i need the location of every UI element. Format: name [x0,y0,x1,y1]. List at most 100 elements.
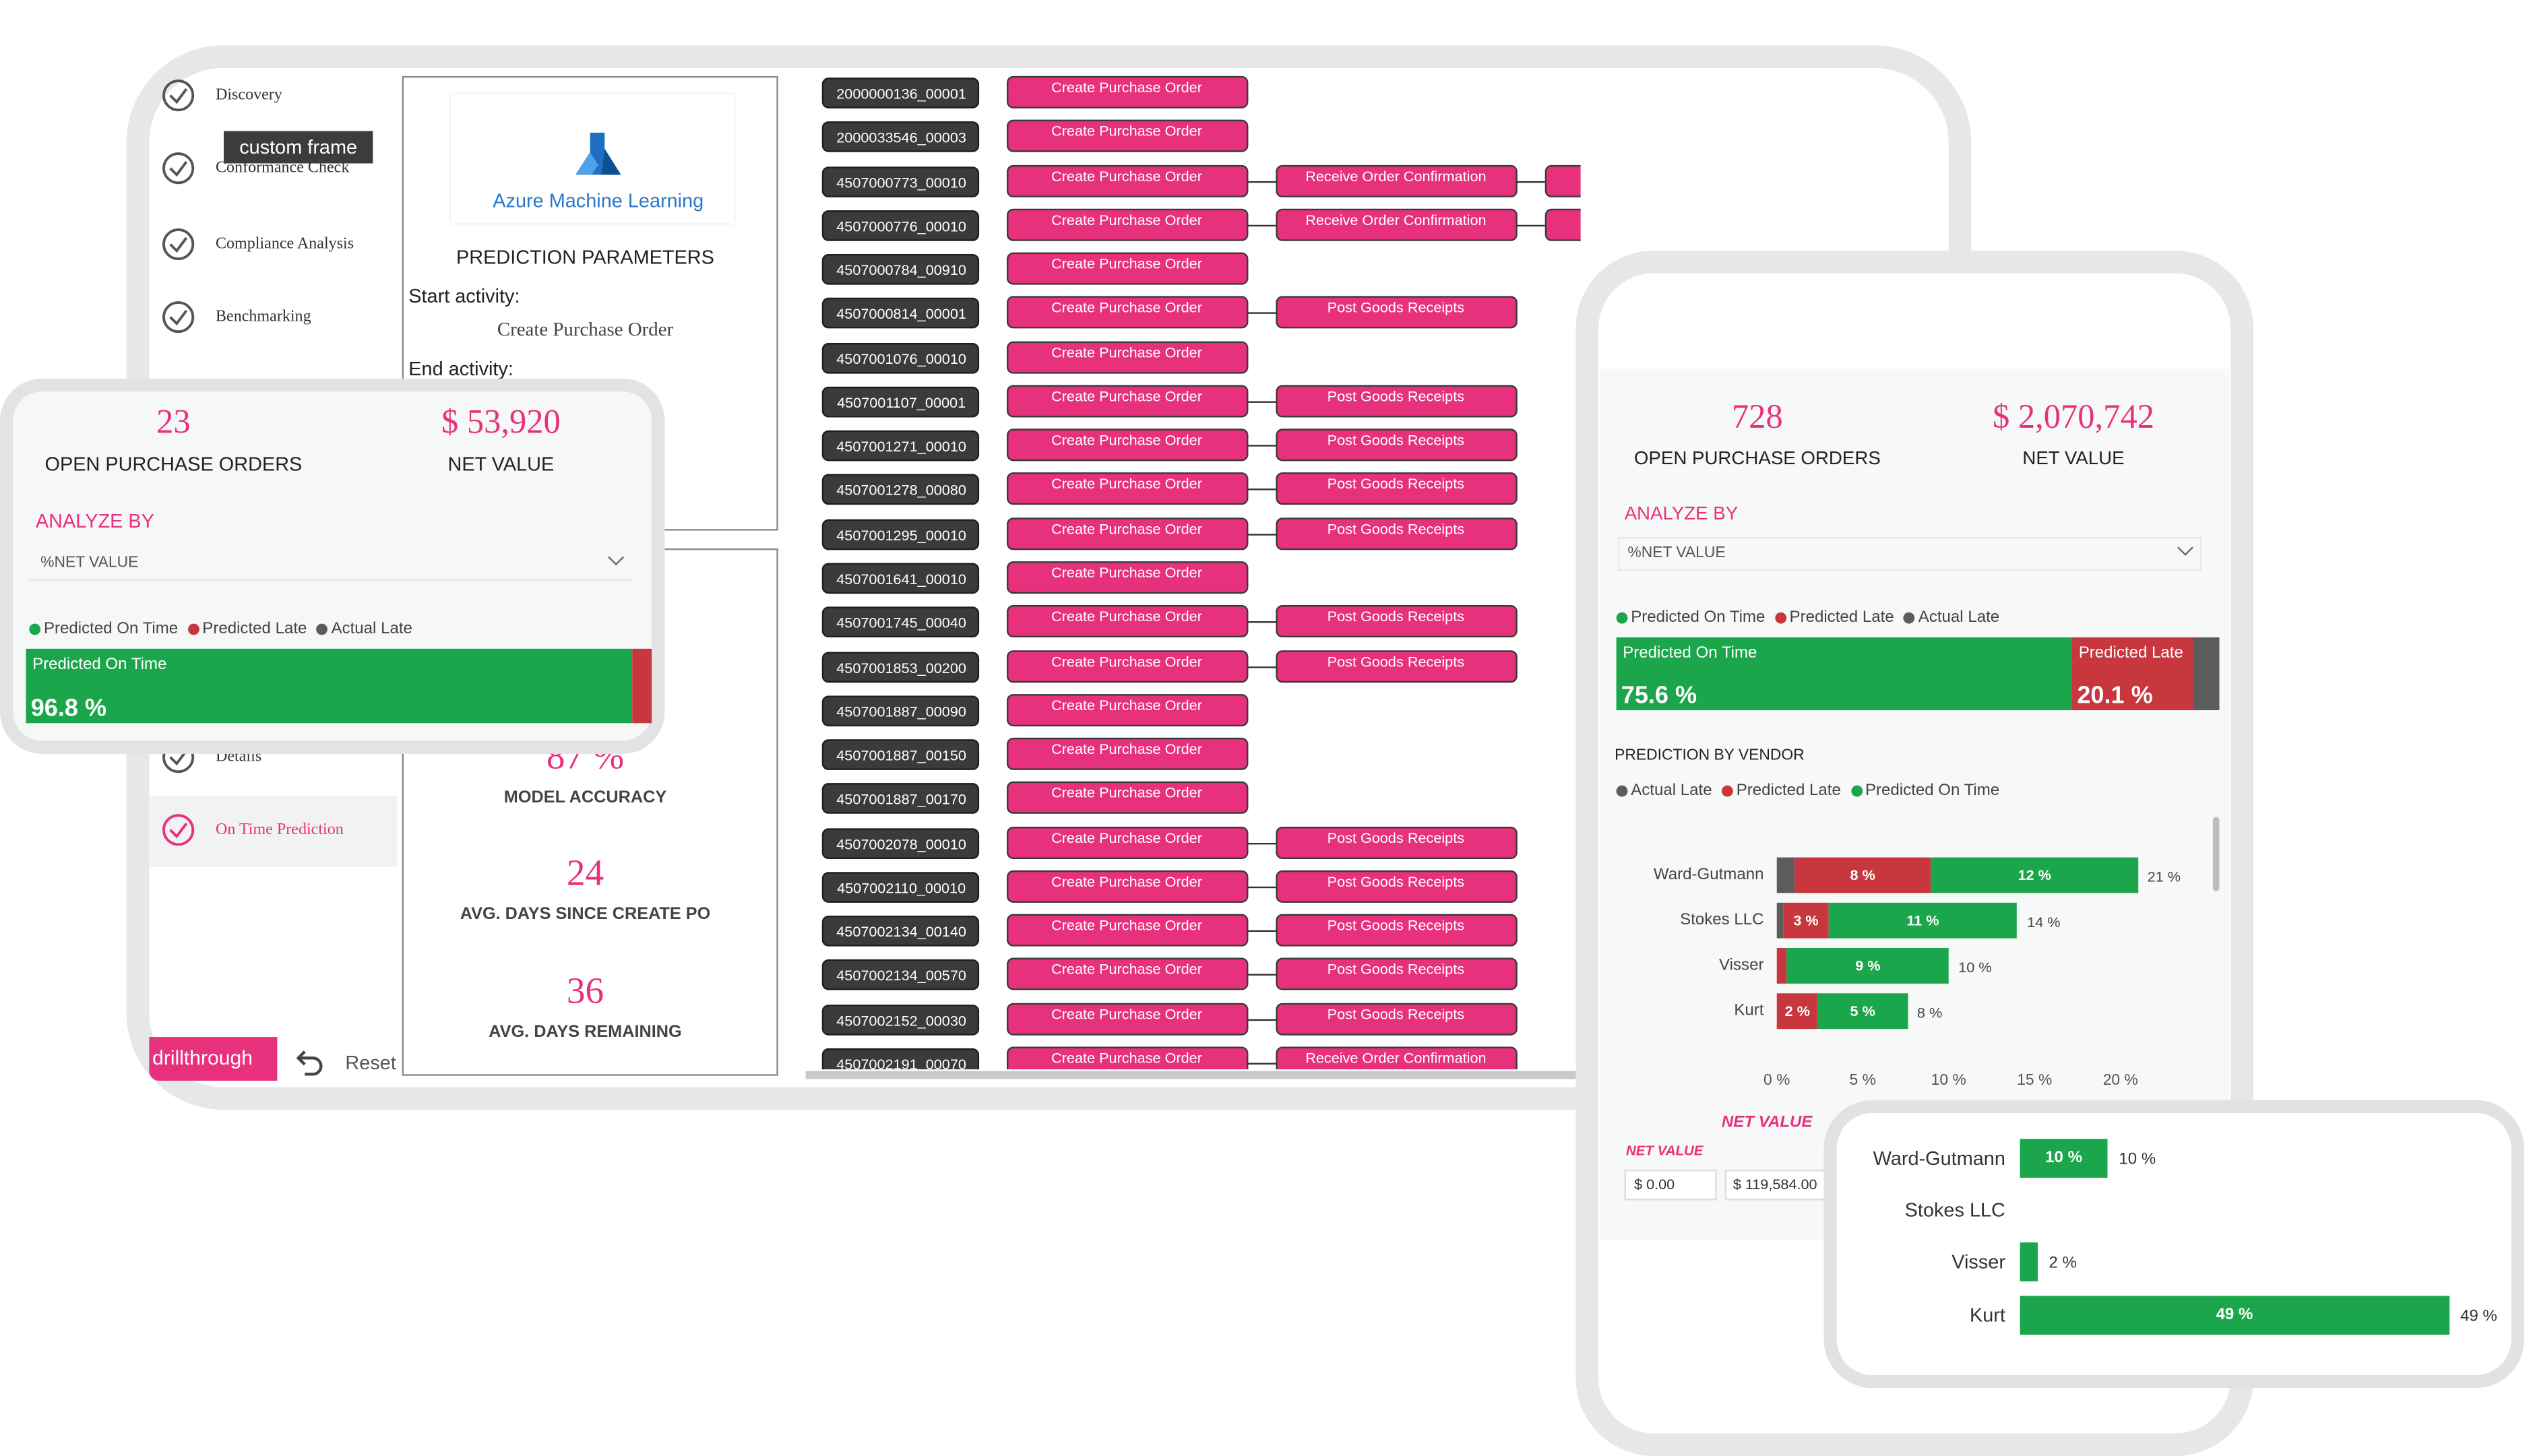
kpi-label: NET VALUE [2022,449,2125,470]
activity: Create Purchase Order [1006,208,1249,241]
connector [1247,1063,1276,1065]
activity: Create Purchase Order [1006,252,1249,285]
connector [1516,180,1545,183]
order-id-text: 4507000814_00001 [836,306,966,323]
activity: Create Purchase Order [1006,958,1249,991]
connector [1516,224,1545,226]
activity: Create Purchase Order [1006,385,1249,418]
activity-text: Create Purchase Order [1051,652,1202,669]
activity-text: Create Purchase Order [1051,520,1202,537]
activity-text: Create Purchase Order [1051,167,1202,184]
bar-value: 10 % [2045,1149,2082,1168]
dropdown[interactable] [29,545,633,581]
order-id: 4507001278_00080 [821,474,980,506]
filter-input[interactable] [1624,1170,1717,1201]
order-id: 4507001641_00010 [821,563,980,594]
activity-text: Create Purchase Order [1051,740,1202,757]
legend-label: Predicted On Time [43,620,179,639]
activity: Create Purchase Order [1006,1002,1249,1035]
activity: Post Goods Receipts [1276,958,1518,991]
reset-label[interactable]: Reset [345,1051,396,1075]
analyze-by: ANALYZE BY [35,509,154,532]
order-id: 4507002110_00010 [821,871,980,903]
nav-item[interactable]: Compliance Analysis [215,235,354,253]
kpi-value: $ 53,920 [441,402,561,441]
order-id: 4507002078_00010 [821,827,980,858]
connector [1247,886,1276,888]
filter-label: NET VALUE [1625,1142,1704,1159]
filter-max: $ 119,584.00 [1732,1176,1817,1193]
activity-text: Create Purchase Order [1051,564,1202,581]
vendor-card [1823,1100,2524,1389]
legend-dot [1774,612,1786,624]
activity: Post Goods Receipts [1276,473,1518,506]
bar [2020,1242,2038,1281]
nav-item[interactable]: Benchmarking [215,308,311,326]
drillthrough-button[interactable] [149,1037,278,1081]
legend-dot [1616,785,1628,797]
activity: Post Goods Receipts [1276,870,1518,903]
order-id-text: 4507001076_00010 [836,350,966,367]
bar-segment: Predicted On Time 75.6 % [1616,637,2073,711]
activity: Post Goods Receipts [1544,208,1581,241]
bar-segment: 3 % [1783,902,1829,939]
activity-text: Create Purchase Order [1051,1050,1202,1067]
activity-text: Receive Order Confirmation [1305,1050,1487,1067]
legend: Actual Late Predicted Late Predicted On Ti… [1616,782,1999,800]
kpi-label: NET VALUE [447,453,555,476]
bar-segment [631,648,652,724]
connector [1247,224,1276,226]
activity-text: Create Purchase Order [1051,917,1202,934]
activity-text: Post Goods Receipts [1327,829,1465,846]
segment-value: 3 % [1793,912,1819,929]
segment-value: 12 % [2018,866,2051,884]
activity-text: Receive Order Confirmation [1305,212,1487,228]
activity-text: Post Goods Receipts [1327,520,1465,537]
activity: Create Purchase Order [1006,517,1249,550]
process-scrollbar [805,1071,1578,1079]
activity-text: Post Goods Receipts [1327,432,1465,449]
order-id: 4507000814_00001 [821,298,980,329]
nav-item[interactable]: Discovery [215,86,282,104]
legend-label: Predicted Late [1736,782,1841,800]
order-id-text: 4507001745_00040 [836,614,966,631]
order-id: 4507001107_00001 [821,386,980,418]
legend-item: Predicted Late [1722,782,1841,800]
nav-item[interactable]: On Time Prediction [215,821,344,839]
activity: Create Purchase Order [1006,870,1249,903]
chart-title: PREDICTION BY VENDOR [1615,747,1805,765]
order-id-text: 4507001641_00010 [836,571,966,588]
activity: Receive Order Confirmation [1276,208,1518,241]
order-id: 4507002134_00140 [821,916,980,947]
activity-text: Create Purchase Order [1051,476,1202,493]
activity-text: Create Purchase Order [1051,300,1202,317]
order-id-text: 4507002134_00140 [836,924,966,941]
order-id-text: 4507000773_00010 [836,174,966,191]
activity: Create Purchase Order [1006,164,1249,197]
reset-icon[interactable] [292,1047,324,1079]
nav-icon [162,814,195,846]
legend-dot [316,623,328,635]
dropdown[interactable] [1617,537,2202,571]
start-label: Start activity: [408,284,520,308]
activity-text: Post Goods Receipts [1327,476,1465,493]
activity: Post Goods Receipts [1276,296,1518,329]
azure-logo-icon [575,132,621,175]
tooltip-text: custom frame [239,135,358,159]
tooltip [223,131,373,164]
connector [1247,974,1276,976]
order-id-text: 4507001887_00150 [836,747,966,764]
activity-text: Post Goods Receipts [1327,1005,1465,1022]
legend-dot [29,623,41,635]
legend-item: Predicted On Time [1850,782,1999,800]
activity-text: Create Purchase Order [1051,387,1202,404]
metric-value: 24 [566,852,604,893]
vendor-scrollbar [2212,817,2220,892]
legend-item: Actual Late [316,621,412,638]
order-id-text: 4507001887_00170 [836,791,966,808]
nav-icon [162,228,195,261]
activity-text: Create Purchase Order [1051,432,1202,449]
category-label: Stokes LLC [1904,1199,2005,1222]
segment-value: 75.6 % [1621,682,1697,709]
